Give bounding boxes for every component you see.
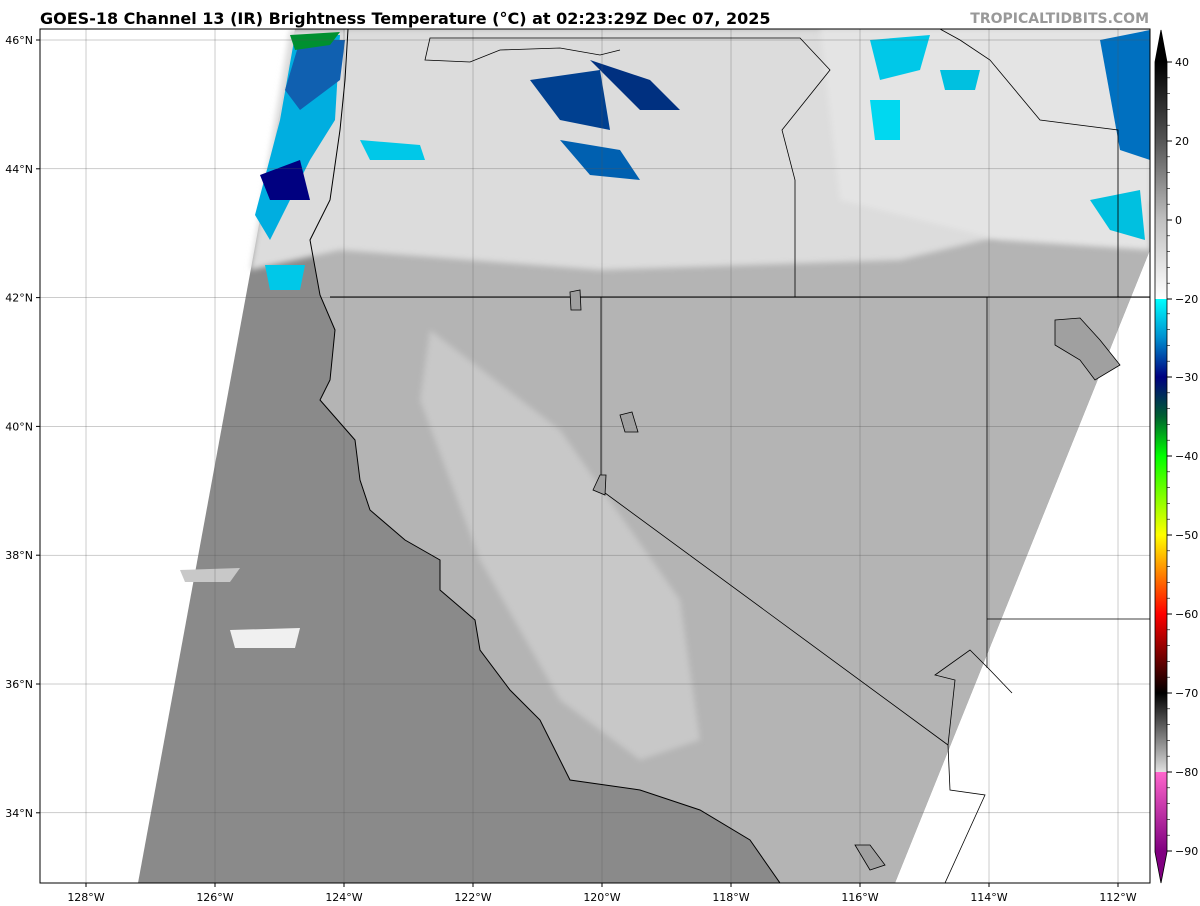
lon-label: 114°W: [970, 891, 1007, 904]
colorbar-scale: [1155, 62, 1167, 852]
colorbar-outline: [1154, 29, 1168, 884]
colorbar-label: −30: [1175, 371, 1198, 384]
lat-label: 46°N: [5, 34, 33, 47]
state-border-az-ca: [944, 744, 986, 883]
cloud-patch: [180, 568, 240, 582]
state-border-or-wa-id: [424, 37, 831, 297]
colorbar-label: −50: [1175, 529, 1198, 542]
lat-label: 38°N: [5, 549, 33, 562]
cloud-field: [820, 29, 1150, 250]
lon-label: 124°W: [325, 891, 362, 904]
colorbar-label: −80: [1175, 766, 1198, 779]
lake: [619, 411, 639, 433]
colorbar-min-arrow: [1155, 852, 1167, 883]
lon-label: 128°W: [67, 891, 104, 904]
colorbar-label: 20: [1175, 135, 1189, 148]
colorbar-label: 40: [1175, 56, 1189, 69]
cloud-patch: [230, 628, 300, 648]
colorbar-label: −90: [1175, 845, 1198, 858]
lat-label: 36°N: [5, 678, 33, 691]
coastline-icon: [309, 29, 781, 883]
cloud-patch: [870, 100, 900, 140]
cloud-patch: [870, 35, 930, 80]
lake: [592, 474, 607, 496]
plot-frame: [39, 28, 1151, 884]
state-border-id-wy: [939, 29, 1119, 297]
cloud-patch: [1090, 190, 1145, 240]
central-valley: [420, 330, 700, 760]
map-title: GOES-18 Channel 13 (IR) Brightness Tempe…: [40, 9, 771, 28]
lon-label: 116°W: [841, 891, 878, 904]
lon-label: 126°W: [196, 891, 233, 904]
gridlines: [40, 29, 1150, 883]
colorbar-label: −20: [1175, 293, 1198, 306]
cloud-patch: [260, 160, 310, 200]
cloud-patch: [265, 265, 305, 290]
lake: [1054, 317, 1121, 381]
cloud-patch: [940, 70, 980, 90]
cloud-patch: [1100, 30, 1150, 160]
colorbar-label: 0: [1175, 214, 1182, 227]
cloud-patch: [590, 60, 680, 110]
lon-label: 118°W: [712, 891, 749, 904]
watermark: TROPICALTIDBITS.COM: [970, 11, 1149, 27]
cloud-patch: [360, 140, 425, 160]
river-colorado: [934, 649, 1013, 746]
lon-label: 122°W: [454, 891, 491, 904]
ir-imagery: [138, 29, 1150, 883]
boundaries: [309, 29, 1150, 883]
cloud-patch: [530, 70, 610, 130]
colorbar-label: −60: [1175, 608, 1198, 621]
lon-label: 120°W: [583, 891, 620, 904]
lat-label: 40°N: [5, 420, 33, 433]
cloud-patch: [560, 140, 640, 180]
lat-label: 44°N: [5, 163, 33, 176]
colorbar-label: −40: [1175, 450, 1198, 463]
cloud-patch: [285, 40, 345, 110]
cloud-patch: [290, 32, 340, 50]
lake: [569, 289, 582, 311]
colorbar-max-arrow: [1155, 30, 1167, 62]
lat-label: 34°N: [5, 807, 33, 820]
colorbar: 40 20 0 −20 −30 −40 −50 −60 −70 −80 −90: [1154, 29, 1198, 884]
colorbar-label: −70: [1175, 687, 1198, 700]
lake: [854, 844, 886, 871]
lat-label: 42°N: [5, 292, 33, 305]
lon-label: 112°W: [1099, 891, 1136, 904]
